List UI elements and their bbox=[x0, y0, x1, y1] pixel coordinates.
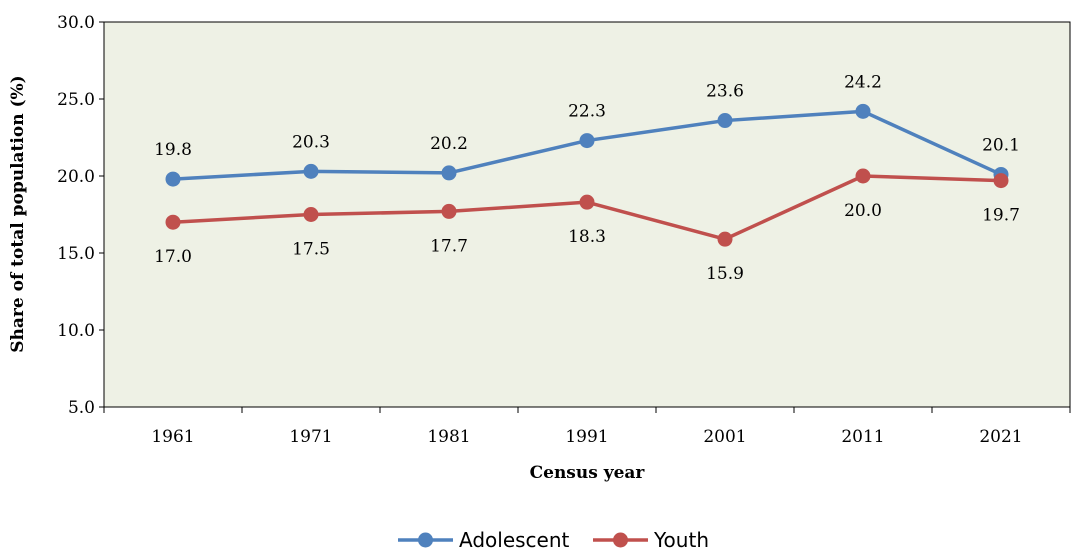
data-label-youth: 18.3 bbox=[568, 227, 606, 247]
data-point-youth bbox=[579, 194, 595, 210]
data-point-youth bbox=[717, 231, 733, 247]
legend-marker-adolescent bbox=[418, 532, 433, 548]
data-label-youth: 15.9 bbox=[706, 264, 744, 284]
legend-label-youth: Youth bbox=[653, 528, 709, 549]
data-point-adolescent bbox=[441, 165, 457, 181]
data-label-adolescent: 24.2 bbox=[844, 72, 882, 92]
x-tick-label: 1971 bbox=[289, 427, 332, 447]
data-label-adolescent: 20.2 bbox=[430, 134, 468, 154]
data-label-youth: 17.0 bbox=[154, 247, 192, 267]
plot-area bbox=[103, 21, 1071, 408]
data-labels: 19.8 17.0 20.3 17.5 20.2 17.7 22.3 18.3 23.6 15.9… bbox=[154, 72, 1020, 284]
data-point-adolescent bbox=[855, 103, 871, 119]
data-point-youth bbox=[993, 173, 1009, 189]
data-label-adolescent: 22.3 bbox=[568, 102, 606, 122]
legend-marker-youth bbox=[613, 532, 628, 548]
x-tick-label: 2021 bbox=[979, 427, 1022, 447]
data-label-adolescent: 23.6 bbox=[706, 82, 744, 102]
data-label-adolescent: 20.3 bbox=[292, 132, 330, 152]
x-tick-label: 1961 bbox=[151, 427, 194, 447]
y-tick-label: 15.0 bbox=[57, 244, 95, 264]
x-tick-label: 2001 bbox=[703, 427, 746, 447]
data-point-adolescent bbox=[717, 113, 733, 129]
data-point-adolescent bbox=[303, 163, 319, 179]
y-tick-label: 5.0 bbox=[68, 398, 95, 418]
y-axis-title: Share of total population (%) bbox=[8, 75, 28, 352]
x-tick-label: 1991 bbox=[565, 427, 608, 447]
x-tick-label: 1981 bbox=[427, 427, 470, 447]
data-point-adolescent bbox=[579, 133, 595, 149]
data-label-adolescent: 20.1 bbox=[982, 135, 1020, 155]
data-point-youth bbox=[441, 203, 457, 219]
data-point-youth bbox=[303, 207, 319, 222]
data-point-youth bbox=[855, 168, 871, 184]
y-tick-label: 20.0 bbox=[57, 167, 95, 187]
series-layer bbox=[165, 103, 1009, 247]
legend: Adolescent Youth bbox=[398, 528, 709, 549]
legend-label-adolescent: Adolescent bbox=[459, 528, 570, 549]
data-label-youth: 19.7 bbox=[982, 206, 1020, 226]
data-label-youth: 17.5 bbox=[292, 240, 330, 260]
y-tick-label: 25.0 bbox=[57, 90, 95, 110]
data-label-adolescent: 19.8 bbox=[154, 140, 192, 160]
y-tick-label: 30.0 bbox=[57, 13, 95, 33]
x-tick-label: 2011 bbox=[841, 427, 884, 447]
data-label-youth: 20.0 bbox=[844, 201, 882, 221]
y-axis: 5.0 10.0 15.0 20.0 25.0 30.0 bbox=[57, 13, 104, 418]
data-point-adolescent bbox=[165, 171, 181, 187]
data-point-youth bbox=[165, 214, 181, 230]
x-axis: 1961 1971 1981 1991 2001 2011 2021 bbox=[103, 407, 1071, 447]
data-label-youth: 17.7 bbox=[430, 236, 468, 256]
y-tick-label: 10.0 bbox=[57, 321, 95, 341]
x-axis-title: Census year bbox=[530, 463, 646, 483]
